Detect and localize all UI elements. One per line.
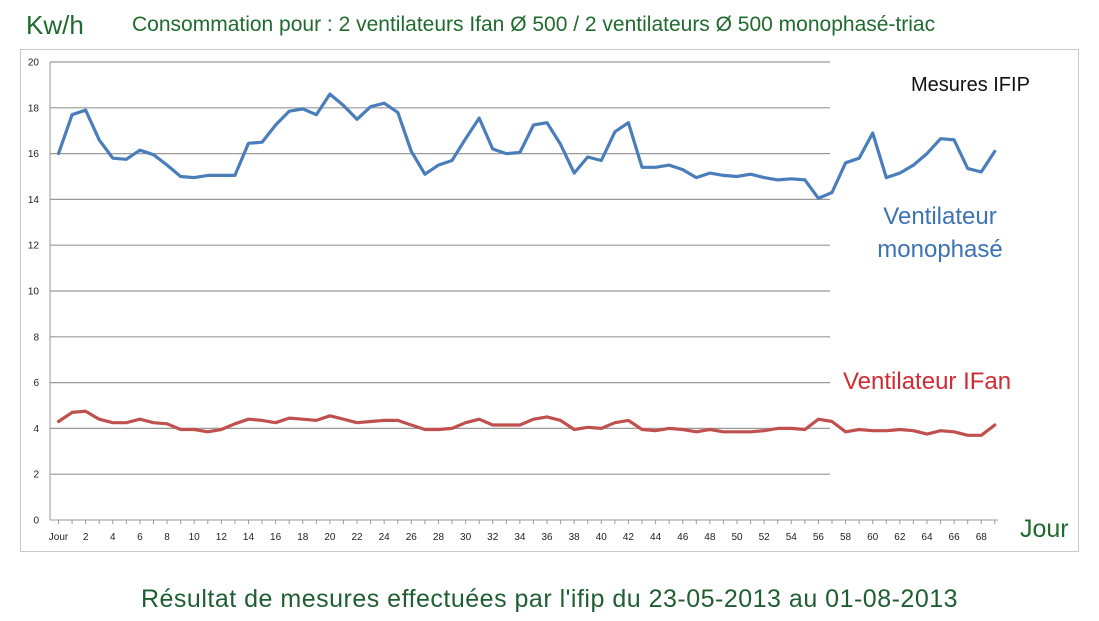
x-tick-label: 46	[677, 532, 689, 543]
chart-title: Consommation pour : 2 ventilateurs Ifan …	[132, 13, 936, 36]
x-tick-label: 24	[379, 532, 391, 543]
caption: Résultat de mesures effectuées par l'ifi…	[140, 585, 959, 613]
x-tick-label: 52	[759, 532, 771, 543]
x-tick-label: 50	[731, 532, 743, 543]
y-tick-label: 2	[33, 470, 39, 481]
annotation-ventilateur-monophase: Ventilateur monophasé	[850, 200, 1030, 266]
x-tick-label: 20	[324, 532, 336, 543]
x-tick-label: 44	[650, 532, 662, 543]
x-tick-label: 12	[216, 532, 228, 543]
y-tick-label: 8	[33, 332, 39, 343]
x-tick-label: 38	[569, 532, 581, 543]
x-tick-label: 6	[137, 532, 143, 543]
x-tick-label: 22	[351, 532, 363, 543]
y-axis-unit-label: Kw/h	[26, 10, 84, 40]
y-tick-label: 10	[28, 287, 40, 298]
series-lines	[56, 92, 997, 437]
x-tick-label: 32	[487, 532, 499, 543]
x-tick-label: 42	[623, 532, 635, 543]
x-tick-label: 56	[813, 532, 825, 543]
x-tick-label: 36	[541, 532, 553, 543]
y-tick-label: 14	[28, 195, 40, 206]
y-tick-label: 6	[33, 378, 39, 389]
y-tick-label: 4	[33, 424, 39, 435]
x-tick-label: 48	[704, 532, 716, 543]
annotation-monophase-line1: Ventilateur	[883, 203, 997, 230]
x-tick-label: 2	[83, 532, 89, 543]
x-tick-label: 4	[110, 532, 116, 543]
y-tick-label: 16	[28, 149, 40, 160]
x-tick-label: 58	[840, 532, 852, 543]
annotation-monophase-line2: monophasé	[877, 236, 1003, 263]
x-tick-label: 30	[460, 532, 472, 543]
x-tick-label: 54	[786, 532, 798, 543]
x-tick-label: 18	[297, 532, 309, 543]
y-tick-label: 12	[28, 241, 40, 252]
x-tick-label: 66	[949, 532, 961, 543]
x-tick-label: 64	[921, 532, 933, 543]
series-line-ifan	[56, 409, 997, 437]
x-tick-label: 34	[514, 532, 526, 543]
x-tick-label: 68	[976, 532, 988, 543]
series-line-monophase	[56, 92, 997, 200]
x-tick-label: 62	[894, 532, 906, 543]
x-tick-label: 26	[406, 532, 418, 543]
annotation-mesures-ifip: Mesures IFIP	[911, 74, 1030, 96]
x-tick-label: 28	[433, 532, 445, 543]
annotation-ventilateur-ifan: Ventilateur IFan	[843, 368, 1012, 395]
x-tick-label: 16	[270, 532, 282, 543]
x-tick-label: 10	[189, 532, 201, 543]
x-tick-label: 8	[164, 532, 170, 543]
y-tick-label: 20	[28, 58, 40, 69]
x-tick-label: 40	[596, 532, 608, 543]
gridlines	[50, 61, 830, 475]
y-tick-label: 18	[28, 103, 40, 114]
x-tick-label: 14	[243, 532, 255, 543]
y-tick-label: 0	[33, 516, 39, 527]
x-axis-label: Jour	[1020, 515, 1069, 543]
x-tick-label: Jour	[49, 532, 69, 543]
chart-frame	[20, 49, 1079, 552]
x-tick-label: 60	[867, 532, 879, 543]
